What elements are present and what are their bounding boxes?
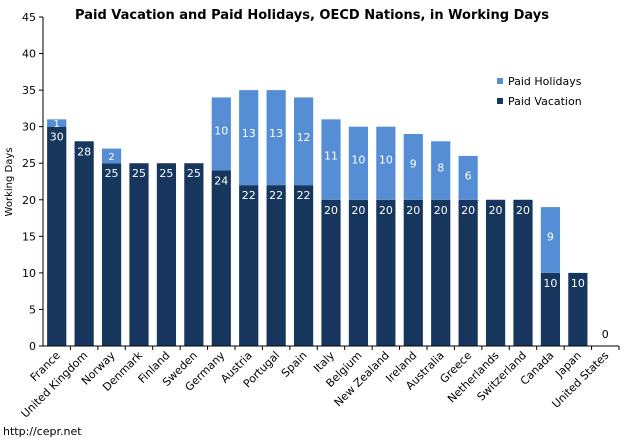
y-tick-label: 0	[29, 340, 36, 353]
y-tick-label: 35	[22, 84, 36, 97]
data-label-paid-vacation: 25	[159, 167, 173, 180]
x-tick-label: Spain	[279, 349, 310, 380]
bar-paid-holidays	[266, 90, 286, 186]
data-label-paid-holidays: 8	[437, 162, 444, 175]
data-label-paid-vacation: 22	[269, 189, 283, 202]
bar-paid-holidays	[403, 133, 423, 200]
bar-paid-vacation	[513, 199, 533, 346]
bar-paid-holidays	[458, 155, 478, 200]
data-label-paid-vacation: 24	[214, 175, 228, 188]
data-label-paid-holidays: 12	[297, 131, 311, 144]
bars: 301 28 25 2 25 25 25 24 10 22 13 22 13 22 12 20 11 20 10 20…	[47, 90, 609, 347]
bar-paid-vacation	[211, 170, 231, 346]
legend-swatch	[497, 98, 503, 104]
data-label-paid-holidays: 9	[547, 231, 554, 244]
y-tick-label: 10	[22, 267, 36, 280]
chart-title: Paid Vacation and Paid Holidays, OECD Na…	[75, 8, 549, 23]
data-label-paid-vacation: 22	[242, 189, 256, 202]
y-tick-label: 5	[29, 303, 36, 316]
bar-paid-vacation	[184, 163, 204, 346]
bar-paid-vacation	[129, 163, 149, 346]
data-label-paid-vacation: 10	[571, 277, 585, 290]
y-tick-label: 25	[22, 157, 36, 170]
data-label-paid-vacation: 20	[461, 204, 475, 217]
data-label-paid-vacation: 28	[77, 145, 91, 158]
data-label-paid-vacation: 20	[379, 204, 393, 217]
data-label-paid-holidays: 1	[54, 119, 60, 130]
source-url: http://cepr.net	[3, 425, 82, 438]
bar-paid-holidays	[321, 119, 341, 200]
data-label-paid-vacation: 20	[324, 204, 338, 217]
bar-paid-vacation	[568, 272, 588, 346]
bar-paid-holidays	[431, 141, 451, 200]
legend-swatch	[497, 78, 503, 84]
bar-paid-vacation	[403, 199, 423, 346]
data-label-paid-vacation: 20	[351, 204, 365, 217]
bar-paid-vacation	[376, 199, 396, 346]
data-label-paid-vacation: 20	[489, 204, 503, 217]
data-label-paid-vacation: 0	[602, 328, 609, 341]
bar-paid-vacation	[458, 199, 478, 346]
bar-paid-vacation	[540, 272, 561, 346]
data-label-paid-holidays: 13	[242, 127, 256, 140]
bar-paid-holidays	[211, 97, 231, 171]
bar-paid-holidays	[101, 148, 122, 164]
y-axis: 0 5 10 15 20 25 30 35 40 45	[22, 11, 44, 353]
bar-paid-vacation	[293, 185, 314, 346]
data-label-paid-vacation: 30	[50, 131, 64, 144]
bar-paid-vacation	[348, 199, 369, 346]
y-tick-label: 20	[22, 194, 36, 207]
data-label-paid-vacation: 20	[516, 204, 530, 217]
bar-paid-holidays	[239, 90, 259, 186]
bar-paid-vacation	[266, 185, 286, 346]
bar-paid-vacation	[156, 163, 177, 346]
data-label-paid-vacation: 22	[297, 189, 311, 202]
bar-paid-holidays	[540, 207, 561, 273]
y-tick-label: 30	[22, 121, 36, 134]
bar-paid-vacation	[239, 185, 259, 346]
bar-paid-vacation	[74, 141, 94, 346]
bar-paid-vacation	[47, 126, 67, 347]
bar-paid-holidays	[293, 97, 314, 186]
y-tick-label: 15	[22, 230, 36, 243]
y-tick-label: 40	[22, 48, 36, 61]
data-label-paid-vacation: 25	[132, 167, 146, 180]
bar-paid-vacation	[321, 199, 341, 346]
data-label-paid-vacation: 20	[406, 204, 420, 217]
data-label-paid-vacation: 25	[105, 167, 119, 180]
data-label-paid-holidays: 6	[465, 170, 472, 183]
bar-paid-holidays	[348, 126, 369, 200]
data-label-paid-holidays: 13	[269, 127, 283, 140]
legend-label: Paid Holidays	[508, 75, 582, 88]
y-tick-label: 45	[22, 11, 36, 24]
data-label-paid-holidays: 2	[108, 152, 114, 163]
y-axis-label: Working Days	[4, 148, 15, 217]
data-label-paid-vacation: 25	[187, 167, 201, 180]
data-label-paid-holidays: 10	[351, 154, 365, 167]
bar-paid-vacation	[431, 199, 451, 346]
legend: Paid Holidays Paid Vacation	[497, 75, 582, 108]
legend-label: Paid Vacation	[508, 95, 582, 108]
bar-paid-vacation	[101, 163, 122, 346]
data-label-paid-holidays: 11	[324, 150, 338, 163]
data-label-paid-vacation: 10	[543, 277, 557, 290]
data-label-paid-holidays: 10	[379, 154, 393, 167]
data-label-paid-vacation: 20	[434, 204, 448, 217]
bar-paid-holidays	[47, 119, 67, 127]
data-label-paid-holidays: 10	[214, 124, 228, 137]
bar-paid-holidays	[376, 126, 396, 200]
bar-paid-vacation	[485, 199, 506, 346]
data-label-paid-holidays: 9	[410, 158, 417, 171]
